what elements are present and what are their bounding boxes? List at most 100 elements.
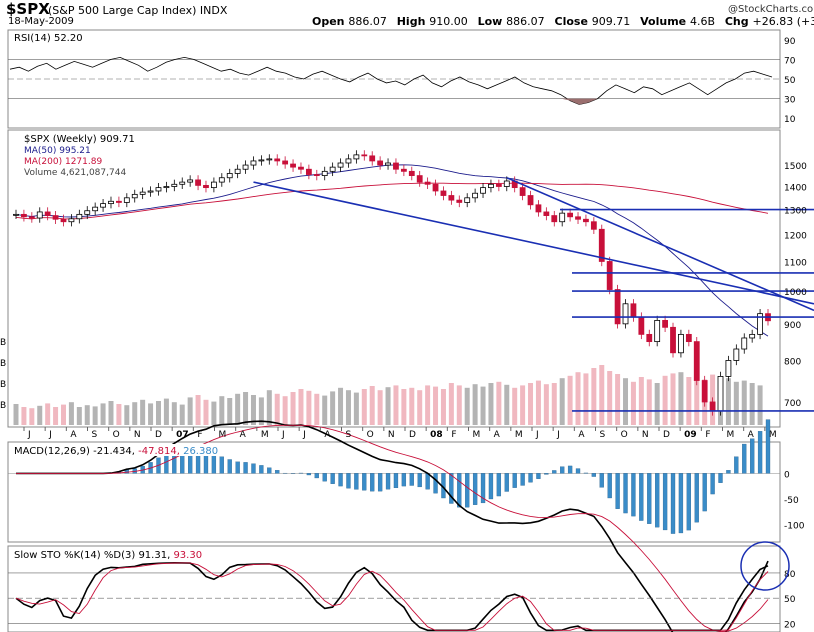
month-label: A	[70, 430, 77, 440]
macd-hist-bar	[718, 473, 723, 483]
volume-bar	[100, 403, 106, 425]
volume-bar	[322, 395, 328, 425]
volume-bar	[338, 387, 344, 425]
sto-layer	[8, 561, 780, 632]
candle-body	[424, 181, 431, 185]
sto-panel	[7, 545, 781, 632]
macd-hist-bar	[496, 473, 502, 497]
volume-bar	[678, 372, 684, 425]
macd-hist-bar	[591, 473, 597, 477]
volume-bar	[227, 398, 233, 425]
volume-bar	[662, 375, 668, 425]
macd-hist-bar	[346, 473, 351, 489]
volume-scale-label: B	[0, 359, 6, 369]
volume-bar	[448, 383, 454, 425]
sto-d-line	[15, 562, 769, 631]
month-label: A	[324, 430, 331, 440]
volume-bar	[417, 390, 423, 425]
volume-bar	[21, 407, 27, 425]
volume-bar	[425, 385, 431, 425]
macd-hist-bar	[227, 459, 232, 474]
candle-body	[116, 200, 122, 203]
month-label: J	[281, 430, 285, 440]
price-tick: 800	[784, 357, 801, 367]
macd-tick: -100	[784, 522, 805, 532]
volume-bar	[13, 404, 19, 425]
candle-body	[598, 228, 605, 262]
candle-body	[741, 337, 748, 350]
volume-bar	[749, 383, 755, 425]
candle-body	[171, 183, 178, 187]
macd-hist-bar	[275, 470, 280, 474]
open-label: Open	[312, 15, 345, 28]
candle-body	[361, 154, 368, 157]
volume-bar	[733, 381, 739, 425]
macd-hist-bar	[742, 443, 747, 474]
month-label: D	[663, 430, 670, 440]
macd-hist-bar	[362, 473, 367, 491]
volume-bar	[694, 380, 700, 425]
candle-body	[400, 168, 407, 172]
macd-hist-bar	[370, 473, 375, 492]
candle-body	[76, 213, 83, 220]
candle-body	[210, 181, 217, 189]
candle-body	[131, 193, 138, 199]
volume-bar	[92, 406, 98, 425]
volume-bar	[654, 383, 660, 425]
macd-hist-bar	[306, 473, 312, 476]
volume-bar	[638, 377, 644, 425]
month-label: S	[346, 430, 352, 440]
month-label: O	[621, 430, 628, 440]
macd-hist-bar	[567, 465, 573, 474]
volume-bar	[179, 404, 185, 425]
candle-body	[749, 333, 756, 339]
chart-symbol: $SPX	[6, 0, 50, 18]
candle-body	[432, 183, 439, 192]
macd-hist-bar	[259, 465, 264, 474]
volume-label: Volume	[640, 15, 687, 28]
stockcharts-logo[interactable]: @StockCharts.com	[728, 4, 814, 15]
candle-body	[179, 181, 186, 185]
candle-body	[733, 348, 740, 361]
macd-panel	[7, 441, 781, 543]
trendline-upper	[506, 177, 814, 312]
candle-body	[709, 401, 716, 412]
volume-bar	[345, 390, 351, 425]
candle-body	[123, 197, 130, 203]
rsi-layer	[8, 56, 780, 105]
volume-bar	[725, 378, 731, 425]
candle-body	[108, 200, 114, 205]
volume-bar	[512, 387, 518, 425]
macd-hist-bar	[552, 470, 557, 474]
candle-body	[60, 218, 67, 223]
candle-body	[393, 162, 399, 170]
month-label: F	[705, 430, 710, 440]
volume-bar	[84, 405, 90, 425]
candle-body	[685, 333, 692, 343]
candle-body	[290, 163, 296, 168]
macd-hist-bar	[607, 473, 612, 499]
macd-hist-bar	[314, 473, 319, 479]
macd-hist-bar	[219, 456, 224, 474]
volume-bar	[37, 405, 43, 425]
volume-bar	[266, 390, 272, 425]
candle-body	[84, 210, 91, 215]
sto-tick: 20	[784, 621, 796, 631]
macd-hist-bar	[235, 461, 240, 474]
open-value: 886.07	[348, 15, 387, 28]
candle-body	[495, 183, 502, 187]
month-label: F	[197, 430, 202, 440]
volume-bar	[369, 386, 375, 425]
rsi-line	[9, 56, 773, 105]
candle-body	[717, 376, 724, 412]
macd-hist-bar	[520, 473, 525, 486]
macd-hist-bar	[512, 473, 517, 488]
candle-body	[701, 380, 708, 403]
candle-body	[305, 168, 312, 175]
candle-body	[21, 213, 27, 218]
candle-body	[678, 333, 684, 354]
macd-hist-bar	[757, 431, 763, 474]
macd-title: MACD(12,26,9) -21.434, -47.814, 26.380	[14, 446, 218, 457]
candle-body	[44, 211, 51, 216]
